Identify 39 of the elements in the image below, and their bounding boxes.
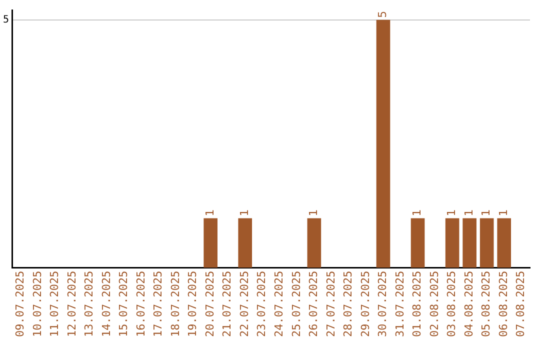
- x-tick-label: 13.07.2025: [82, 270, 96, 338]
- x-tick-label: 14.07.2025: [100, 270, 113, 338]
- x-tick-label: 07.08.2025: [514, 270, 528, 338]
- x-tick-label: 30.07.2025: [376, 270, 390, 338]
- x-tick-label: 28.07.2025: [342, 270, 355, 338]
- data-label: 1: [203, 209, 216, 216]
- data-label: 1: [480, 209, 493, 216]
- x-tick-label: 19.07.2025: [186, 270, 200, 338]
- x-tick-label: 18.07.2025: [168, 270, 182, 338]
- data-label: 5: [376, 10, 390, 18]
- x-tick-label: 23.07.2025: [255, 270, 268, 338]
- x-tick-label: 31.07.2025: [393, 270, 406, 338]
- x-tick-label: 01.08.2025: [410, 270, 424, 338]
- x-tick-label: 09.07.2025: [14, 270, 27, 338]
- x-tick-label: 12.07.2025: [65, 270, 78, 338]
- x-tick-label: 22.07.2025: [238, 270, 251, 338]
- data-label: 1: [307, 209, 320, 216]
- x-tick-label: 02.08.2025: [428, 270, 441, 338]
- x-tick-label: 20.07.2025: [203, 270, 216, 338]
- data-label: 1: [410, 209, 424, 216]
- x-tick-label: 17.07.2025: [152, 270, 165, 338]
- x-tick-label: 11.07.2025: [48, 270, 62, 338]
- data-label: 1: [238, 209, 251, 216]
- x-tick-label: 26.07.2025: [307, 270, 320, 338]
- x-tick-label: 24.07.2025: [272, 270, 286, 338]
- data-label: 1: [496, 209, 510, 216]
- x-tick-label: 16.07.2025: [134, 270, 148, 338]
- x-tick-label: 06.08.2025: [496, 270, 510, 338]
- x-tick-label: 21.07.2025: [220, 270, 234, 338]
- data-label: 1: [445, 209, 458, 216]
- x-tick-label: 29.07.2025: [358, 270, 372, 338]
- x-tick-label: 03.08.2025: [445, 270, 458, 338]
- x-tick-label: 27.07.2025: [324, 270, 338, 338]
- x-tick-label: 10.07.2025: [30, 270, 44, 338]
- x-tick-label: 05.08.2025: [480, 270, 493, 338]
- data-label: 1: [462, 209, 476, 216]
- x-tick-label: 25.07.2025: [290, 270, 303, 338]
- x-tick-label: 15.07.2025: [117, 270, 130, 338]
- x-tick-label: 04.08.2025: [462, 270, 476, 338]
